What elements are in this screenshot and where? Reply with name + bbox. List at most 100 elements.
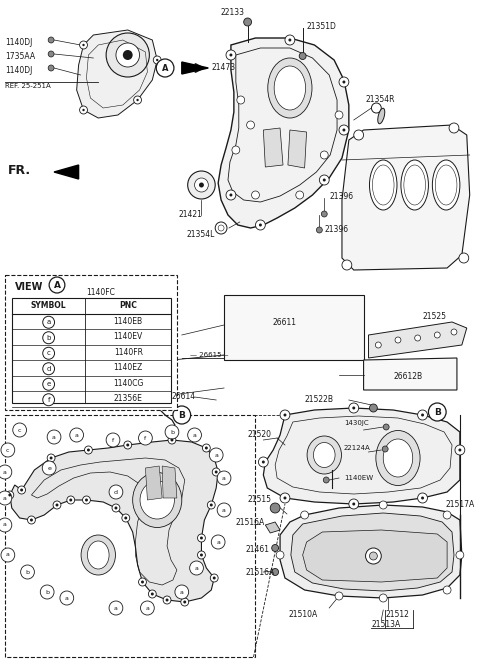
Polygon shape <box>363 358 457 390</box>
Text: 21522B: 21522B <box>305 395 334 404</box>
Circle shape <box>259 223 262 227</box>
Circle shape <box>323 178 326 182</box>
Circle shape <box>20 489 23 491</box>
Text: PNC: PNC <box>120 301 137 310</box>
Polygon shape <box>54 165 79 179</box>
Circle shape <box>126 444 129 446</box>
Circle shape <box>451 329 457 335</box>
Text: 21515: 21515 <box>248 495 272 504</box>
Bar <box>12 298 171 403</box>
Circle shape <box>207 501 215 509</box>
Circle shape <box>1 443 15 457</box>
Text: 22133: 22133 <box>221 8 245 17</box>
Circle shape <box>270 503 280 513</box>
Text: 21516A: 21516A <box>246 568 275 577</box>
Circle shape <box>379 594 387 602</box>
Circle shape <box>1 548 15 562</box>
Text: 1140FR: 1140FR <box>114 348 143 356</box>
Text: a: a <box>52 434 56 440</box>
Text: 21354R: 21354R <box>366 95 395 104</box>
Circle shape <box>70 428 84 442</box>
Text: FR.: FR. <box>8 164 31 176</box>
Text: 21520: 21520 <box>248 430 272 439</box>
Circle shape <box>87 448 90 452</box>
Circle shape <box>324 477 329 483</box>
Circle shape <box>43 332 55 344</box>
Text: B: B <box>179 410 185 420</box>
Circle shape <box>262 460 265 464</box>
Circle shape <box>366 548 381 564</box>
Text: a: a <box>222 475 226 481</box>
Text: 21513A: 21513A <box>372 620 401 629</box>
Circle shape <box>80 41 87 49</box>
Circle shape <box>47 454 55 462</box>
Text: c: c <box>6 448 10 452</box>
Ellipse shape <box>268 58 312 118</box>
Text: VIEW: VIEW <box>15 282 43 292</box>
Text: SYMBOL: SYMBOL <box>31 301 66 310</box>
Circle shape <box>210 574 218 582</box>
Circle shape <box>415 335 420 341</box>
Text: f: f <box>112 438 114 442</box>
Circle shape <box>112 504 120 512</box>
Circle shape <box>49 456 53 460</box>
Text: a: a <box>47 319 51 325</box>
Text: 21421: 21421 <box>179 210 203 219</box>
Circle shape <box>181 598 189 606</box>
Circle shape <box>56 503 59 507</box>
Circle shape <box>211 535 225 549</box>
Circle shape <box>342 128 346 132</box>
Circle shape <box>215 222 227 234</box>
Circle shape <box>200 553 203 557</box>
Circle shape <box>48 65 54 71</box>
Circle shape <box>156 59 174 77</box>
Circle shape <box>342 260 352 270</box>
Text: A: A <box>162 63 168 72</box>
Circle shape <box>418 493 428 503</box>
Text: REF. 25-251A: REF. 25-251A <box>5 83 51 89</box>
Text: d: d <box>114 489 118 495</box>
Circle shape <box>106 33 149 77</box>
Circle shape <box>40 585 54 599</box>
Circle shape <box>300 511 309 519</box>
Circle shape <box>321 211 327 217</box>
Circle shape <box>217 503 231 517</box>
Circle shape <box>199 182 204 188</box>
Circle shape <box>156 59 158 61</box>
Circle shape <box>284 414 287 416</box>
Ellipse shape <box>370 160 397 210</box>
Circle shape <box>141 601 154 615</box>
Circle shape <box>203 444 210 452</box>
Circle shape <box>370 552 377 560</box>
Text: 22124A: 22124A <box>344 445 371 451</box>
Circle shape <box>53 501 61 509</box>
FancyBboxPatch shape <box>5 415 255 657</box>
Circle shape <box>165 425 179 439</box>
Text: 1140EB: 1140EB <box>114 317 143 325</box>
Ellipse shape <box>376 430 420 485</box>
Text: a: a <box>145 606 149 610</box>
Circle shape <box>459 253 469 263</box>
Circle shape <box>148 590 156 598</box>
Circle shape <box>339 125 349 135</box>
Polygon shape <box>162 466 177 498</box>
Circle shape <box>288 39 291 41</box>
Circle shape <box>141 581 144 583</box>
Circle shape <box>48 51 54 57</box>
Circle shape <box>106 433 120 447</box>
Circle shape <box>443 511 451 519</box>
Circle shape <box>395 337 401 343</box>
Circle shape <box>421 497 424 499</box>
Text: b: b <box>45 589 49 595</box>
Text: a: a <box>214 452 218 458</box>
Circle shape <box>188 428 202 442</box>
Polygon shape <box>280 505 462 598</box>
Circle shape <box>252 191 259 199</box>
Circle shape <box>0 491 12 505</box>
Circle shape <box>421 414 424 416</box>
Circle shape <box>210 503 213 507</box>
Circle shape <box>8 493 12 497</box>
Circle shape <box>18 486 25 494</box>
Circle shape <box>429 403 446 421</box>
Ellipse shape <box>274 66 306 110</box>
